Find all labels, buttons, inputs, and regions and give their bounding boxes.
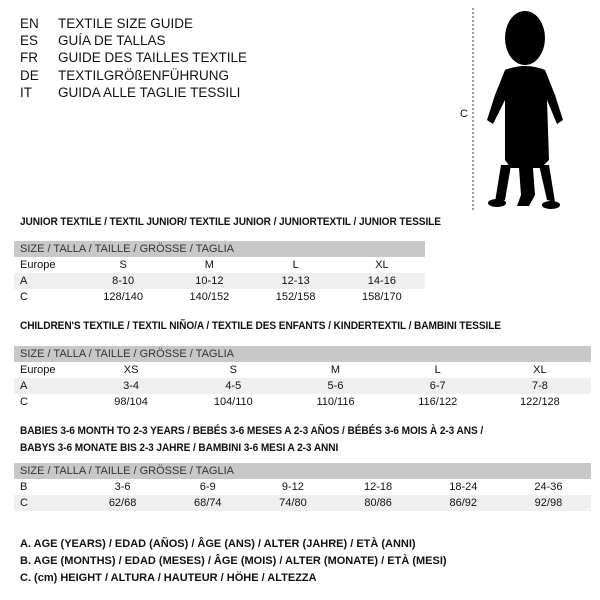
table-row: A 3-4 4-5 5-6 6-7 7-8	[14, 378, 591, 394]
table-row: C 98/104 104/110 110/116 116/122 122/128	[20, 396, 560, 408]
table-header: SIZE / TALLA / TAILLE / GRÖSSE / TAGLIA	[14, 241, 425, 257]
table-row: Europe S M L XL	[20, 259, 389, 271]
table-header: SIZE / TALLA / TAILLE / GRÖSSE / TAGLIA	[14, 463, 591, 479]
lang-it: IT GUIDA ALLE TAGLIE TESSILI	[20, 84, 241, 100]
language-titles: EN TEXTILE SIZE GUIDE ES GUÍA DE TALLAS FR…	[20, 15, 247, 101]
legend-a: A. AGE (YEARS) / EDAD (AÑOS) / ÂGE (ANS)…	[20, 538, 416, 550]
lang-es: ES GUÍA DE TALLAS	[20, 33, 166, 49]
legend: A. AGE (YEARS) / EDAD (AÑOS) / ÂGE (ANS)…	[20, 536, 447, 587]
legend-c: C. (cm) HEIGHT / ALTURA / HAUTEUR / HÖHE…	[20, 572, 317, 584]
table-row: Europe XS S M L XL	[20, 364, 547, 376]
lang-de: DE TEXTILGRÖßENFÜHRUNG	[20, 67, 230, 83]
table-row: B 3-6 6-9 9-12 12-18 18-24 24-36	[20, 481, 563, 493]
babies-title-line2: BABYS 3-6 MONATE BIS 2-3 JAHRE / BAMBINI…	[20, 442, 339, 454]
junior-table: SIZE / TALLA / TAILLE / GRÖSSE / TAGLIA …	[14, 241, 425, 305]
children-table: SIZE / TALLA / TAILLE / GRÖSSE / TAGLIA …	[14, 346, 591, 410]
child-figure: C	[455, 0, 600, 215]
table-row: C 128/140 140/152 152/158 158/170	[20, 291, 402, 303]
lang-en: EN TEXTILE SIZE GUIDE	[20, 16, 194, 31]
table-header: SIZE / TALLA / TAILLE / GRÖSSE / TAGLIA	[14, 346, 591, 362]
height-label: C	[460, 108, 468, 120]
table-row: C 62/68 68/74 74/80 80/86 86/92 92/98	[14, 495, 591, 511]
babies-table: SIZE / TALLA / TAILLE / GRÖSSE / TAGLIA …	[14, 463, 591, 511]
table-row: A 8-10 10-12 12-13 14-16	[14, 273, 425, 289]
legend-b: B. AGE (MONTHS) / EDAD (MESES) / ÂGE (MO…	[20, 555, 447, 567]
children-title: CHILDREN'S TEXTILE / TEXTIL NIÑO/A / TEX…	[20, 320, 501, 332]
junior-title: JUNIOR TEXTILE / TEXTIL JUNIOR/ TEXTILE …	[20, 216, 441, 228]
child-silhouette-icon	[472, 8, 563, 210]
lang-fr: FR GUIDE DES TAILLES TEXTILE	[20, 50, 248, 66]
babies-title-line1: BABIES 3-6 MONTH TO 2-3 YEARS / BEBÉS 3-…	[20, 425, 484, 437]
